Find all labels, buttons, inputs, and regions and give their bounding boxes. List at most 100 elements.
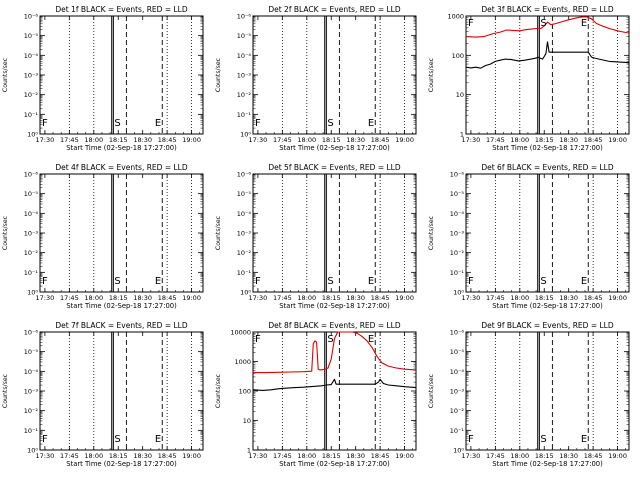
x-tick-label: 18:30 bbox=[559, 294, 578, 302]
x-tick-label: 18:30 bbox=[133, 294, 152, 302]
x-axis-label: Start Time (02-Sep-18 17:27:00) bbox=[492, 144, 603, 152]
y-axis-label: Counts/sec bbox=[215, 215, 222, 250]
x-tick-label: 18:45 bbox=[158, 294, 177, 302]
y-tick-label: 10⁻⁵ bbox=[237, 190, 252, 198]
x-tick-label: 17:30 bbox=[462, 452, 481, 460]
events-series bbox=[465, 41, 630, 69]
marker-s: S bbox=[327, 276, 333, 287]
marker-f: F bbox=[255, 276, 261, 287]
y-axis-label: Counts/sec bbox=[2, 215, 9, 250]
x-tick-label: 18:15 bbox=[535, 294, 554, 302]
y-tick-label: 10⁻⁶ bbox=[237, 171, 252, 179]
x-tick-label: 17:30 bbox=[36, 452, 55, 460]
marker-e: E bbox=[155, 276, 161, 287]
y-tick-label: 10 bbox=[243, 417, 251, 425]
x-tick-label: 19:00 bbox=[395, 452, 414, 460]
x-tick-label: 18:45 bbox=[584, 294, 603, 302]
x-tick-label: 19:00 bbox=[608, 452, 627, 460]
y-tick-label: 10⁻¹ bbox=[24, 269, 39, 277]
panel-7: Det 7f BLACK = Events, RED = LLD 17:30 17:… bbox=[2, 321, 204, 468]
y-tick-label: 10⁰ bbox=[240, 289, 251, 297]
panel-title: Det 7f BLACK = Events, RED = LLD bbox=[55, 321, 188, 330]
x-tick-label: 17:45 bbox=[273, 136, 292, 144]
y-tick-label: 10⁻² bbox=[450, 407, 465, 415]
x-tick-label: 18:30 bbox=[346, 136, 365, 144]
y-axis-label: Counts/sec bbox=[428, 57, 435, 92]
y-tick-label: 10⁻⁶ bbox=[24, 13, 39, 21]
y-tick-label: 10⁻⁶ bbox=[24, 329, 39, 337]
x-tick-label: 18:00 bbox=[510, 452, 529, 460]
marker-e: E bbox=[368, 276, 374, 287]
marker-s: S bbox=[114, 434, 120, 445]
y-tick-label: 10⁻³ bbox=[24, 72, 39, 80]
y-tick-label: 10 bbox=[456, 91, 464, 99]
plot-frame bbox=[39, 15, 204, 135]
x-tick-label: 17:45 bbox=[273, 294, 292, 302]
y-tick-label: 10⁻⁴ bbox=[450, 368, 465, 376]
x-tick-label: 18:15 bbox=[109, 136, 128, 144]
y-tick-label: 10⁻⁵ bbox=[24, 190, 39, 198]
x-tick-label: 18:00 bbox=[84, 452, 103, 460]
marker-e: E bbox=[368, 334, 374, 345]
y-tick-label: 10⁻⁶ bbox=[450, 329, 465, 337]
y-tick-label: 10⁻³ bbox=[237, 230, 252, 238]
y-tick-label: 10⁻⁶ bbox=[24, 171, 39, 179]
y-tick-label: 10⁻¹ bbox=[450, 427, 465, 435]
panel-title: Det 2f BLACK = Events, RED = LLD bbox=[268, 5, 401, 14]
x-tick-label: 17:45 bbox=[60, 294, 79, 302]
marker-s: S bbox=[114, 118, 120, 129]
marker-f: F bbox=[42, 118, 48, 129]
x-axis-label: Start Time (02-Sep-18 17:27:00) bbox=[66, 302, 177, 310]
y-tick-label: 10000 bbox=[230, 329, 251, 337]
y-tick-label: 10⁻² bbox=[24, 91, 39, 99]
y-tick-label: 10⁻¹ bbox=[237, 111, 252, 119]
panel-5: Det 5f BLACK = Events, RED = LLD 17:30 17:… bbox=[215, 163, 417, 310]
y-tick-label: 10⁻⁴ bbox=[24, 368, 39, 376]
x-axis-label: Start Time (02-Sep-18 17:27:00) bbox=[492, 302, 603, 310]
y-axis-label: Counts/sec bbox=[215, 57, 222, 92]
marker-e: E bbox=[155, 118, 161, 129]
panel-title: Det 1f BLACK = Events, RED = LLD bbox=[55, 5, 188, 14]
x-tick-label: 19:00 bbox=[182, 294, 201, 302]
x-tick-label: 18:15 bbox=[322, 136, 341, 144]
marker-e: E bbox=[581, 434, 587, 445]
x-tick-label: 18:00 bbox=[510, 294, 529, 302]
panel-3: Det 3f BLACK = Events, RED = LLD 17:30 17:… bbox=[428, 5, 630, 152]
panel-1: Det 1f BLACK = Events, RED = LLD 17:30 17:… bbox=[2, 5, 204, 152]
marker-f: F bbox=[255, 334, 261, 345]
x-tick-label: 18:30 bbox=[346, 452, 365, 460]
x-tick-label: 18:45 bbox=[371, 452, 390, 460]
x-tick-label: 18:30 bbox=[133, 136, 152, 144]
y-tick-label: 10⁻⁵ bbox=[450, 348, 465, 356]
x-tick-label: 18:00 bbox=[297, 294, 316, 302]
x-tick-label: 19:00 bbox=[395, 136, 414, 144]
x-tick-label: 18:45 bbox=[584, 452, 603, 460]
x-tick-label: 18:45 bbox=[158, 452, 177, 460]
x-tick-label: 17:30 bbox=[249, 452, 268, 460]
y-tick-label: 10⁰ bbox=[240, 131, 251, 139]
panel-title: Det 3f BLACK = Events, RED = LLD bbox=[481, 5, 614, 14]
x-axis-label: Start Time (02-Sep-18 17:27:00) bbox=[66, 460, 177, 468]
x-tick-label: 17:45 bbox=[486, 452, 505, 460]
y-tick-label: 10⁻¹ bbox=[24, 427, 39, 435]
x-axis-label: Start Time (02-Sep-18 17:27:00) bbox=[279, 302, 390, 310]
x-tick-label: 18:15 bbox=[535, 452, 554, 460]
y-tick-label: 10⁰ bbox=[27, 131, 38, 139]
x-tick-label: 19:00 bbox=[395, 294, 414, 302]
y-tick-label: 10⁻⁵ bbox=[237, 32, 252, 40]
x-tick-label: 17:30 bbox=[36, 136, 55, 144]
x-tick-label: 18:15 bbox=[109, 294, 128, 302]
y-tick-label: 1 bbox=[247, 447, 251, 455]
x-tick-label: 17:30 bbox=[36, 294, 55, 302]
plot-frame bbox=[465, 15, 630, 135]
x-tick-label: 18:15 bbox=[109, 452, 128, 460]
y-tick-label: 10⁻⁵ bbox=[24, 32, 39, 40]
x-tick-label: 17:45 bbox=[60, 452, 79, 460]
marker-f: F bbox=[468, 18, 474, 29]
marker-f: F bbox=[255, 118, 261, 129]
y-tick-label: 100 bbox=[239, 388, 251, 396]
y-tick-label: 10⁻² bbox=[24, 407, 39, 415]
y-tick-label: 10⁻² bbox=[237, 91, 252, 99]
y-tick-label: 10⁰ bbox=[27, 447, 38, 455]
marker-s: S bbox=[540, 276, 546, 287]
